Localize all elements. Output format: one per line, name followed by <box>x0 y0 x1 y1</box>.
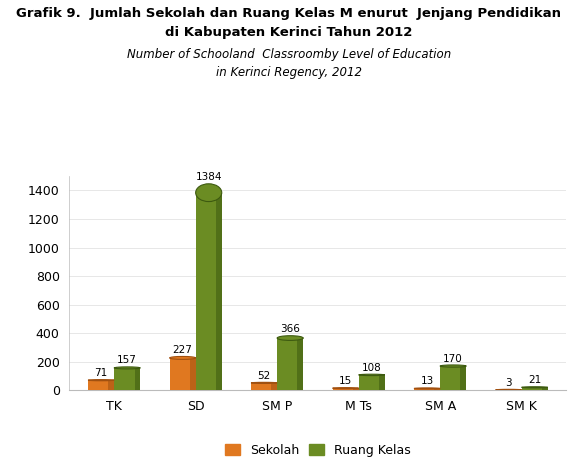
Bar <box>461 366 466 390</box>
Text: Grafik 9.  Jumlah Sekolah dan Ruang Kelas M enurut  Jenjang Pendidikan: Grafik 9. Jumlah Sekolah dan Ruang Kelas… <box>17 7 561 20</box>
Ellipse shape <box>332 387 358 389</box>
Bar <box>190 358 196 390</box>
Bar <box>135 368 140 390</box>
Text: 15: 15 <box>339 376 352 386</box>
Text: 52: 52 <box>257 371 271 381</box>
Ellipse shape <box>196 184 222 201</box>
Text: 1384: 1384 <box>195 172 222 182</box>
Text: 227: 227 <box>173 345 192 355</box>
Bar <box>169 358 196 390</box>
Bar <box>414 388 440 390</box>
Bar <box>358 375 385 390</box>
Text: 366: 366 <box>280 324 300 334</box>
Bar <box>88 380 114 390</box>
Ellipse shape <box>495 389 521 390</box>
Bar <box>379 375 385 390</box>
Bar <box>298 338 303 390</box>
Text: 170: 170 <box>443 354 463 364</box>
Bar <box>521 387 548 390</box>
Ellipse shape <box>169 357 196 359</box>
Text: 3: 3 <box>505 378 512 388</box>
Ellipse shape <box>521 387 548 388</box>
Ellipse shape <box>251 382 277 384</box>
Bar <box>277 338 303 390</box>
Bar <box>114 368 140 390</box>
Text: di Kabupaten Kerinci Tahun 2012: di Kabupaten Kerinci Tahun 2012 <box>165 26 413 39</box>
Text: Number of Schooland  Classroomby Level of Education: Number of Schooland Classroomby Level of… <box>127 48 451 60</box>
Ellipse shape <box>88 380 114 381</box>
Bar <box>109 380 114 390</box>
Legend: Sekolah, Ruang Kelas: Sekolah, Ruang Kelas <box>225 444 411 456</box>
Bar <box>251 383 277 390</box>
Ellipse shape <box>440 365 466 367</box>
Ellipse shape <box>414 388 440 389</box>
Bar <box>440 366 466 390</box>
Bar <box>542 387 548 390</box>
Ellipse shape <box>277 336 303 340</box>
Bar <box>332 388 358 390</box>
Bar <box>216 193 222 390</box>
Ellipse shape <box>358 374 385 376</box>
Text: 157: 157 <box>117 356 137 366</box>
Text: 71: 71 <box>95 368 108 378</box>
Text: 13: 13 <box>420 377 434 387</box>
Bar <box>435 388 440 390</box>
Bar <box>353 388 358 390</box>
Bar <box>272 383 277 390</box>
Text: in Kerinci Regency, 2012: in Kerinci Regency, 2012 <box>216 66 362 79</box>
Text: 21: 21 <box>528 375 541 386</box>
Bar <box>196 193 222 390</box>
Ellipse shape <box>114 367 140 369</box>
Text: 108: 108 <box>362 363 381 373</box>
